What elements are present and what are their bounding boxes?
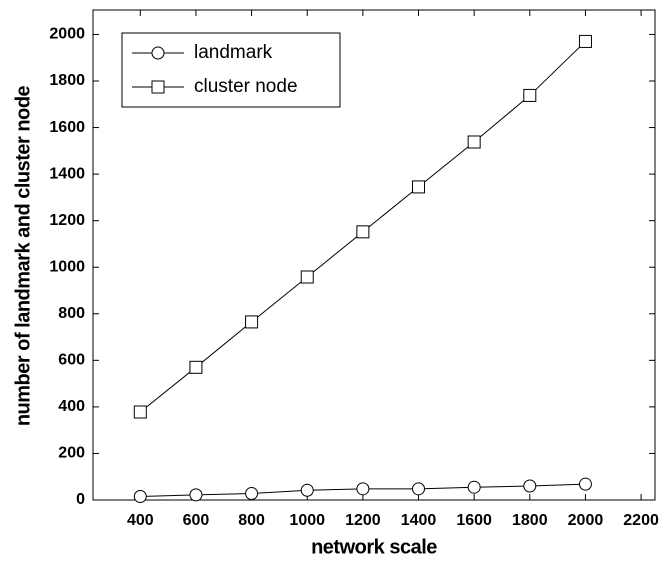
- marker: [133, 405, 147, 419]
- marker: [245, 315, 259, 329]
- x-tick-label: 800: [238, 512, 265, 529]
- marker: [189, 488, 203, 502]
- x-tick-label: 400: [127, 512, 154, 529]
- y-tick-label: 2000: [49, 26, 85, 43]
- x-tick-label: 1400: [401, 512, 437, 529]
- marker: [356, 482, 370, 496]
- y-tick-label: 1800: [49, 72, 85, 89]
- x-tick-label: 1000: [289, 512, 325, 529]
- y-tick-label: 400: [58, 398, 85, 415]
- marker: [523, 479, 537, 493]
- marker: [412, 482, 426, 496]
- y-tick-label: 800: [58, 305, 85, 322]
- legend-box: [121, 32, 341, 108]
- y-tick-label: 200: [58, 445, 85, 462]
- marker: [523, 88, 537, 102]
- legend-label: cluster node: [194, 76, 298, 97]
- y-tick-label: 0: [76, 491, 85, 508]
- x-tick-label: 1600: [456, 512, 492, 529]
- marker: [467, 135, 481, 149]
- marker: [467, 480, 481, 494]
- marker: [356, 225, 370, 239]
- y-axis-label: number of landmark and cluster node: [12, 85, 34, 426]
- x-axis-label: network scale: [311, 536, 437, 558]
- marker: [151, 46, 165, 60]
- y-tick-label: 600: [58, 352, 85, 369]
- y-tick-label: 1000: [49, 258, 85, 275]
- marker: [245, 486, 259, 500]
- y-tick-label: 1200: [49, 212, 85, 229]
- y-tick-label: 1400: [49, 165, 85, 182]
- x-tick-label: 2000: [568, 512, 604, 529]
- marker: [189, 360, 203, 374]
- y-tick-label: 1600: [49, 119, 85, 136]
- legend-label: landmark: [194, 42, 273, 63]
- x-tick-label: 1200: [345, 512, 381, 529]
- marker: [300, 483, 314, 497]
- x-tick-label: 600: [183, 512, 210, 529]
- marker: [300, 270, 314, 284]
- marker: [578, 34, 592, 48]
- x-tick-label: 1800: [512, 512, 548, 529]
- x-tick-label: 2200: [623, 512, 659, 529]
- marker: [151, 80, 165, 94]
- marker: [578, 477, 592, 491]
- marker: [412, 180, 426, 194]
- marker: [133, 490, 147, 504]
